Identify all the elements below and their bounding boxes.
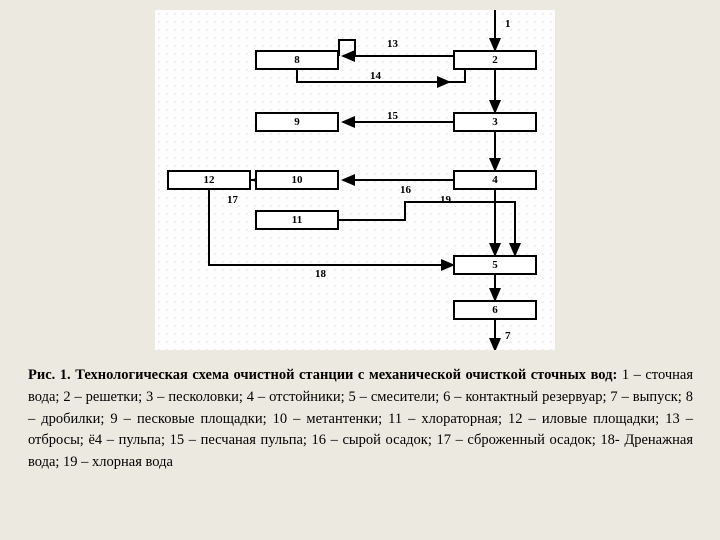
node-label: 6 bbox=[492, 304, 498, 316]
node-4: 4 bbox=[453, 170, 537, 190]
diagram-canvas: 8 2 9 3 12 10 4 11 5 6 1 13 14 15 16 17 … bbox=[155, 10, 555, 350]
node-3: 3 bbox=[453, 112, 537, 132]
node-label: 9 bbox=[294, 116, 300, 128]
node-9: 9 bbox=[255, 112, 339, 132]
edge-label-13: 13 bbox=[387, 38, 398, 50]
node-label: 11 bbox=[292, 214, 302, 226]
figure-caption: Рис. 1. Технологическая схема очистной с… bbox=[28, 365, 693, 474]
edge-label-14: 14 bbox=[370, 70, 381, 82]
node-10: 10 bbox=[255, 170, 339, 190]
node-label: 4 bbox=[492, 174, 498, 186]
edge-label-1: 1 bbox=[505, 18, 511, 30]
page: 8 2 9 3 12 10 4 11 5 6 1 13 14 15 16 17 … bbox=[0, 0, 720, 540]
node-label: 8 bbox=[294, 54, 300, 66]
edge-label-15: 15 bbox=[387, 110, 398, 122]
node-11: 11 bbox=[255, 210, 339, 230]
edge-label-7: 7 bbox=[505, 330, 511, 342]
edge-label-18: 18 bbox=[315, 268, 326, 280]
caption-title: Рис. 1. Технологическая схема очистной с… bbox=[28, 367, 617, 383]
node-label: 2 bbox=[492, 54, 498, 66]
node-label: 12 bbox=[204, 174, 215, 186]
edge-label-19: 19 bbox=[440, 194, 451, 206]
node-label: 10 bbox=[292, 174, 303, 186]
node-label: 3 bbox=[492, 116, 498, 128]
edge-label-16: 16 bbox=[400, 184, 411, 196]
node-5: 5 bbox=[453, 255, 537, 275]
edge-label-17: 17 bbox=[227, 194, 238, 206]
node-2: 2 bbox=[453, 50, 537, 70]
node-8: 8 bbox=[255, 50, 339, 70]
node-label: 5 bbox=[492, 259, 498, 271]
node-6: 6 bbox=[453, 300, 537, 320]
node-12: 12 bbox=[167, 170, 251, 190]
